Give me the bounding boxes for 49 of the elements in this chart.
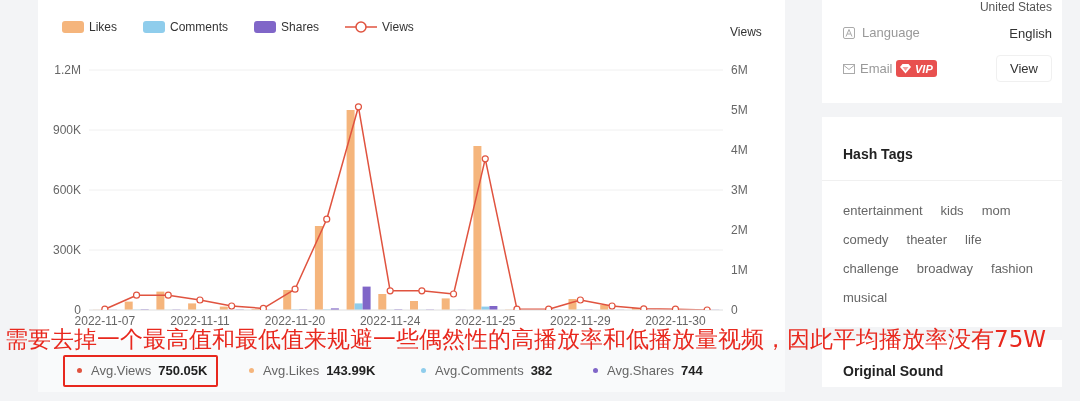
text: kids (940, 203, 964, 218)
y2-tick-label: 3M (731, 183, 748, 198)
text: entertainment (843, 203, 923, 218)
text: Avg.Shares (607, 362, 674, 378)
y2-tick-label: 1M (731, 263, 748, 278)
text: theater (906, 232, 948, 247)
text: Avg.Likes (263, 362, 320, 378)
text: United States (979, 0, 1052, 14)
legend-label: Comments (170, 20, 229, 34)
x-tick-label: 2022-11-24 (359, 313, 421, 328)
text: Original Sound (843, 363, 944, 379)
x-tick-label: 2022-11-25 (455, 313, 516, 328)
y2-tick-label: 6M (731, 63, 748, 78)
text: mom (981, 203, 1011, 218)
x-tick-label: 2022-11-07 (74, 313, 136, 328)
legend-label: Likes (89, 20, 118, 34)
text: 143.99K (326, 362, 376, 378)
legend-label: Views (382, 20, 414, 34)
text: Language (862, 25, 920, 40)
text: Avg.Comments (435, 362, 524, 378)
x-tick-label: 2022-11-30 (645, 313, 707, 328)
x-tick-label: 2022-11-29 (550, 313, 611, 328)
y-tick-label: 1.2M (54, 63, 81, 78)
y-tick-label: 300K (52, 243, 81, 258)
text: English (1009, 26, 1052, 41)
text: Email (860, 61, 893, 76)
text: fashion (991, 261, 1033, 276)
text: musical (843, 290, 888, 305)
text: Avg.Views (91, 362, 152, 378)
text: challenge (843, 261, 899, 276)
text: comedy (843, 232, 889, 247)
text: broadway (916, 261, 974, 276)
x-tick-label: 2022-11-20 (264, 313, 326, 328)
vip-badge: VIP (896, 60, 937, 77)
text: 382 (530, 362, 553, 378)
y2-tick-label: 2M (731, 223, 748, 238)
y2-tick-label: 4M (731, 143, 748, 158)
text: life (965, 232, 982, 247)
y2-tick-label: 0 (731, 303, 738, 318)
x-tick-label: 2022-11-11 (170, 313, 231, 328)
text: Hash Tags (843, 146, 913, 162)
text: 744 (680, 362, 703, 378)
legend-label: Shares (281, 20, 320, 34)
y-tick-label: 600K (52, 183, 81, 198)
y-tick-label: 900K (52, 123, 81, 138)
y2-tick-label: 5M (731, 103, 748, 118)
text: 750.05K (158, 362, 208, 378)
text: 需要去掉一个最高值和最低值来规避一些偶然性的高播放率和低播放量视频，因此平均播放率没有75W (5, 326, 1047, 352)
y2-axis-title: Views (730, 25, 762, 39)
